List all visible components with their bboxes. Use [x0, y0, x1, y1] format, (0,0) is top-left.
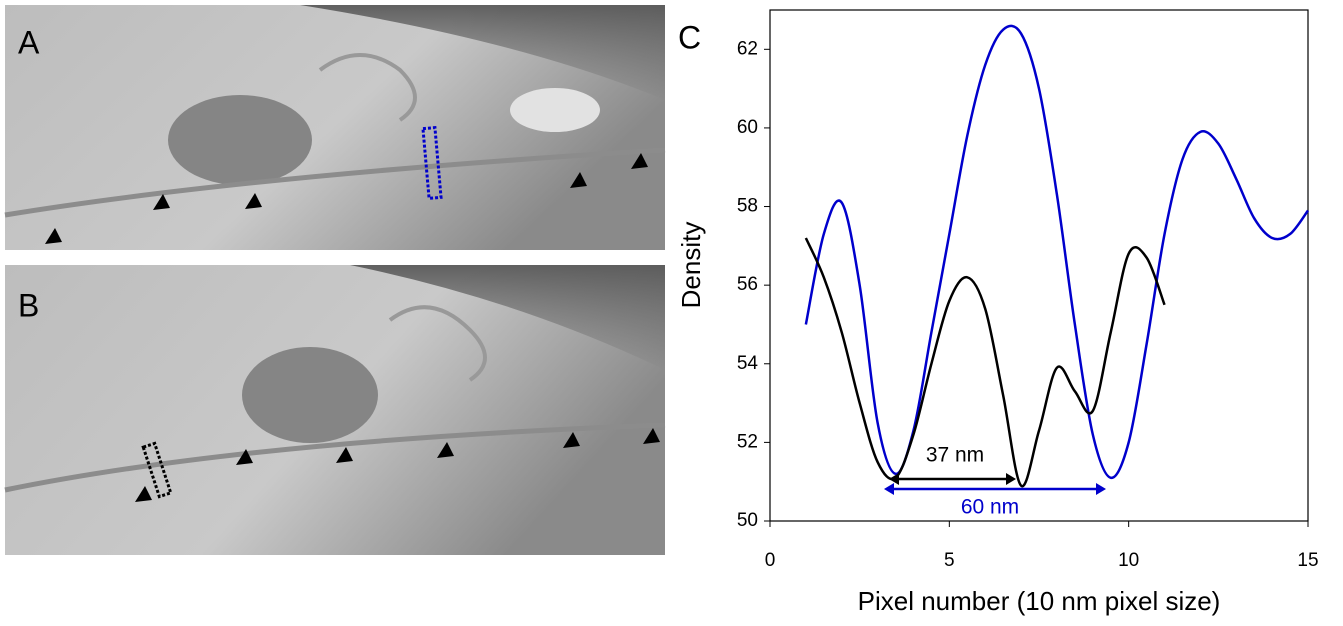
data-line	[804, 237, 1166, 488]
arrow-head	[884, 483, 894, 495]
x-axis-label: Pixel number (10 nm pixel size)	[858, 586, 1221, 616]
annotation: 60 nm	[961, 496, 1019, 519]
y-tick-label: 58	[737, 196, 758, 217]
panel-label: A	[18, 24, 40, 60]
x-tick-label: 10	[1118, 550, 1139, 571]
y-axis-label: Density	[676, 222, 706, 309]
x-tick-label: 0	[765, 550, 776, 571]
panel-label: B	[18, 287, 39, 323]
y-tick-label: 54	[737, 353, 759, 374]
data-line	[804, 24, 1310, 480]
x-tick-label: 5	[944, 550, 955, 571]
micrograph-b: B	[4, 265, 666, 555]
arrow-head	[1096, 483, 1106, 495]
arrow-head	[1006, 473, 1016, 485]
micrograph-a: A	[4, 5, 666, 250]
annotation: 37 nm	[926, 444, 984, 467]
arrow-head	[889, 473, 899, 485]
y-tick-label: 52	[737, 431, 758, 452]
plot: 50 52 54 56 58 60 62 0 5 10 15 Pixel number (10 nm …	[676, 9, 1319, 616]
plot-frame	[769, 9, 1309, 522]
y-tick-label: 62	[737, 38, 758, 59]
y-tick-label: 56	[737, 274, 758, 295]
y-tick-label: 50	[737, 510, 758, 531]
y-tick-label: 60	[737, 117, 758, 138]
panel-label: C	[678, 19, 701, 55]
x-tick-label: 15	[1297, 550, 1318, 571]
